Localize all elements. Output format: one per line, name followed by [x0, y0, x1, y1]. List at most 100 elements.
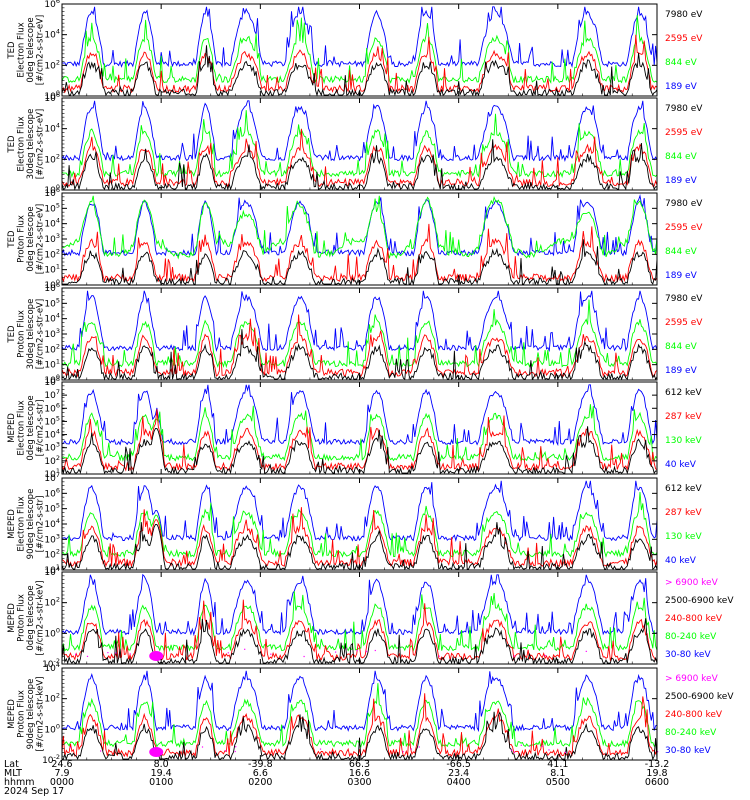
legend-entry: 30-80 keV — [665, 746, 711, 756]
y-axis-label-line: 0deg telescope — [26, 206, 36, 271]
legend-entry: 2500-6900 keV — [665, 692, 734, 702]
x-axis-date: 2024 Sep 17 — [4, 786, 64, 797]
series-mark-magenta-dot — [115, 652, 117, 654]
x-axis-row-value: 0000 — [50, 777, 74, 788]
legend-entry: 130 keV — [665, 532, 702, 542]
series-mark-magenta-dot — [511, 749, 513, 751]
x-axis-row-value: 0300 — [347, 777, 371, 788]
series-mark-magenta-dot — [303, 655, 305, 658]
legend-entry: 844 eV — [665, 58, 698, 68]
x-axis-row-value: 23.4 — [448, 768, 469, 779]
y-tick-label: 105 — [44, 502, 60, 515]
legend-entry: 80-240 keV — [665, 728, 717, 738]
series-mark-magenta-dot — [529, 745, 531, 747]
panel-ted-e-0: 100 102 104 106 TED Electron Flux 0deg telesco… — [7, 0, 703, 102]
y-axis-label-line: MEPED — [7, 603, 17, 633]
x-axis-row-value: 41.1 — [547, 759, 568, 770]
y-axis-label-line: [#/cm2-s-str-eV] — [36, 15, 46, 85]
series-mark-magenta-dot — [513, 751, 515, 753]
y-tick-label: 103 — [44, 532, 60, 545]
x-axis-row-value: 19.8 — [646, 768, 667, 779]
series-mark-magenta — [149, 651, 164, 661]
series-mark-magenta-dot — [86, 655, 89, 657]
series-mark-magenta-dot — [513, 655, 515, 657]
x-axis-row-value: 0200 — [248, 777, 272, 788]
y-tick-label: 106 — [44, 91, 60, 104]
y-axis-label-line: Proton Flux — [17, 690, 27, 738]
y-tick-label: 101 — [44, 563, 60, 576]
y-axis-label-line: Proton Flux — [17, 215, 27, 263]
panel-ted-p-0: 100 101 102 103 104 105 106 TED Proton Flux 0deg … — [7, 186, 703, 291]
series-line-green — [61, 404, 658, 462]
y-tick-label: 102 — [44, 596, 60, 609]
legend-entry: > 6900 keV — [665, 674, 719, 684]
y-axis-label-line: 0deg telescope — [26, 17, 36, 82]
series-line-blue — [61, 100, 658, 163]
legend-entry: 40 keV — [665, 556, 697, 566]
legend-entry: 7980 eV — [665, 294, 703, 304]
y-axis-label-line: [#/cm2-s-str-eV] — [36, 204, 46, 274]
y-axis-label-line: 30deg telescope — [26, 299, 36, 370]
series-line-blue — [61, 384, 658, 447]
series-line-blue — [61, 290, 658, 353]
x-axis-row-value: 8.1 — [550, 768, 565, 779]
y-tick-label: 100 — [44, 89, 60, 102]
y-tick-label: 100 — [44, 626, 60, 639]
y-axis-label-line: 0deg telescope — [26, 395, 36, 460]
legend-entry: 612 keV — [665, 388, 702, 398]
x-axis-row-value: -13.2 — [645, 759, 670, 770]
series-mark-magenta-dot — [201, 746, 204, 748]
y-tick-label: 101 — [44, 358, 60, 371]
panel-frame — [61, 571, 658, 665]
series-line-blue — [61, 480, 658, 542]
panel-meped-e-90: 101 102 103 104 105 106 107 MEPED Electron Flux 9… — [7, 471, 702, 576]
series-mark-magenta-dot — [657, 751, 659, 753]
series-mark-magenta-dot — [346, 648, 348, 650]
x-axis-row-value: 6.6 — [253, 768, 268, 779]
legend-entry: 2595 eV — [665, 34, 703, 44]
series-mark-magenta-dot — [544, 654, 546, 657]
x-axis-row-value: -66.5 — [446, 759, 471, 770]
series-mark-magenta-dot — [100, 750, 102, 752]
y-axis-label-line: TED — [7, 135, 17, 154]
y-axis-label-line: Electron Flux — [17, 116, 27, 171]
y-tick-label: 103 — [44, 441, 60, 454]
series-line-black — [62, 239, 658, 286]
legend-entry: 189 eV — [665, 366, 698, 376]
y-axis-label-line: 90deg telescope — [26, 489, 36, 560]
y-tick-label: 101 — [44, 263, 60, 276]
y-tick-label: 100 — [44, 183, 60, 196]
y-axis-label-line: 90deg telescope — [26, 679, 36, 750]
x-axis-row-label: Lat — [4, 759, 19, 770]
series-mark-magenta-dot — [319, 748, 322, 750]
y-axis-label-line: [#/cm2-s-str-keV] — [36, 581, 46, 656]
legend-entry: 287 keV — [665, 508, 702, 518]
series-mark-magenta-dot — [244, 648, 246, 650]
series-line-blue — [61, 573, 658, 637]
series-mark-magenta-dot — [418, 746, 420, 748]
x-axis-row-value: 0100 — [149, 777, 173, 788]
legend-entry: 844 eV — [665, 247, 698, 257]
y-tick-label: 102 — [44, 454, 60, 467]
y-axis-label-line: 0deg telescope — [26, 585, 36, 650]
series-mark-magenta-dot — [402, 751, 404, 753]
legend-entry: 189 eV — [665, 176, 698, 186]
y-tick-label: 10-2 — [42, 657, 60, 670]
series-line-red — [61, 128, 658, 188]
y-tick-label: 106 — [44, 186, 60, 199]
series-line-red — [61, 409, 658, 472]
panel-frame — [61, 97, 658, 191]
y-axis-label-line: Electron Flux — [17, 22, 27, 77]
y-tick-label: 100 — [44, 278, 60, 291]
x-axis-row-label: hhmm — [4, 777, 35, 788]
x-axis-row-value: 0500 — [546, 777, 570, 788]
x-axis-row-value: 19.4 — [151, 768, 172, 779]
series-mark-magenta-dot — [69, 746, 71, 749]
series-mark-magenta-dot — [438, 655, 440, 657]
legend-entry: 189 eV — [665, 271, 698, 281]
y-tick-label: 106 — [44, 281, 60, 294]
series-mark-magenta-dot — [129, 653, 131, 655]
y-tick-label: 107 — [44, 471, 60, 484]
